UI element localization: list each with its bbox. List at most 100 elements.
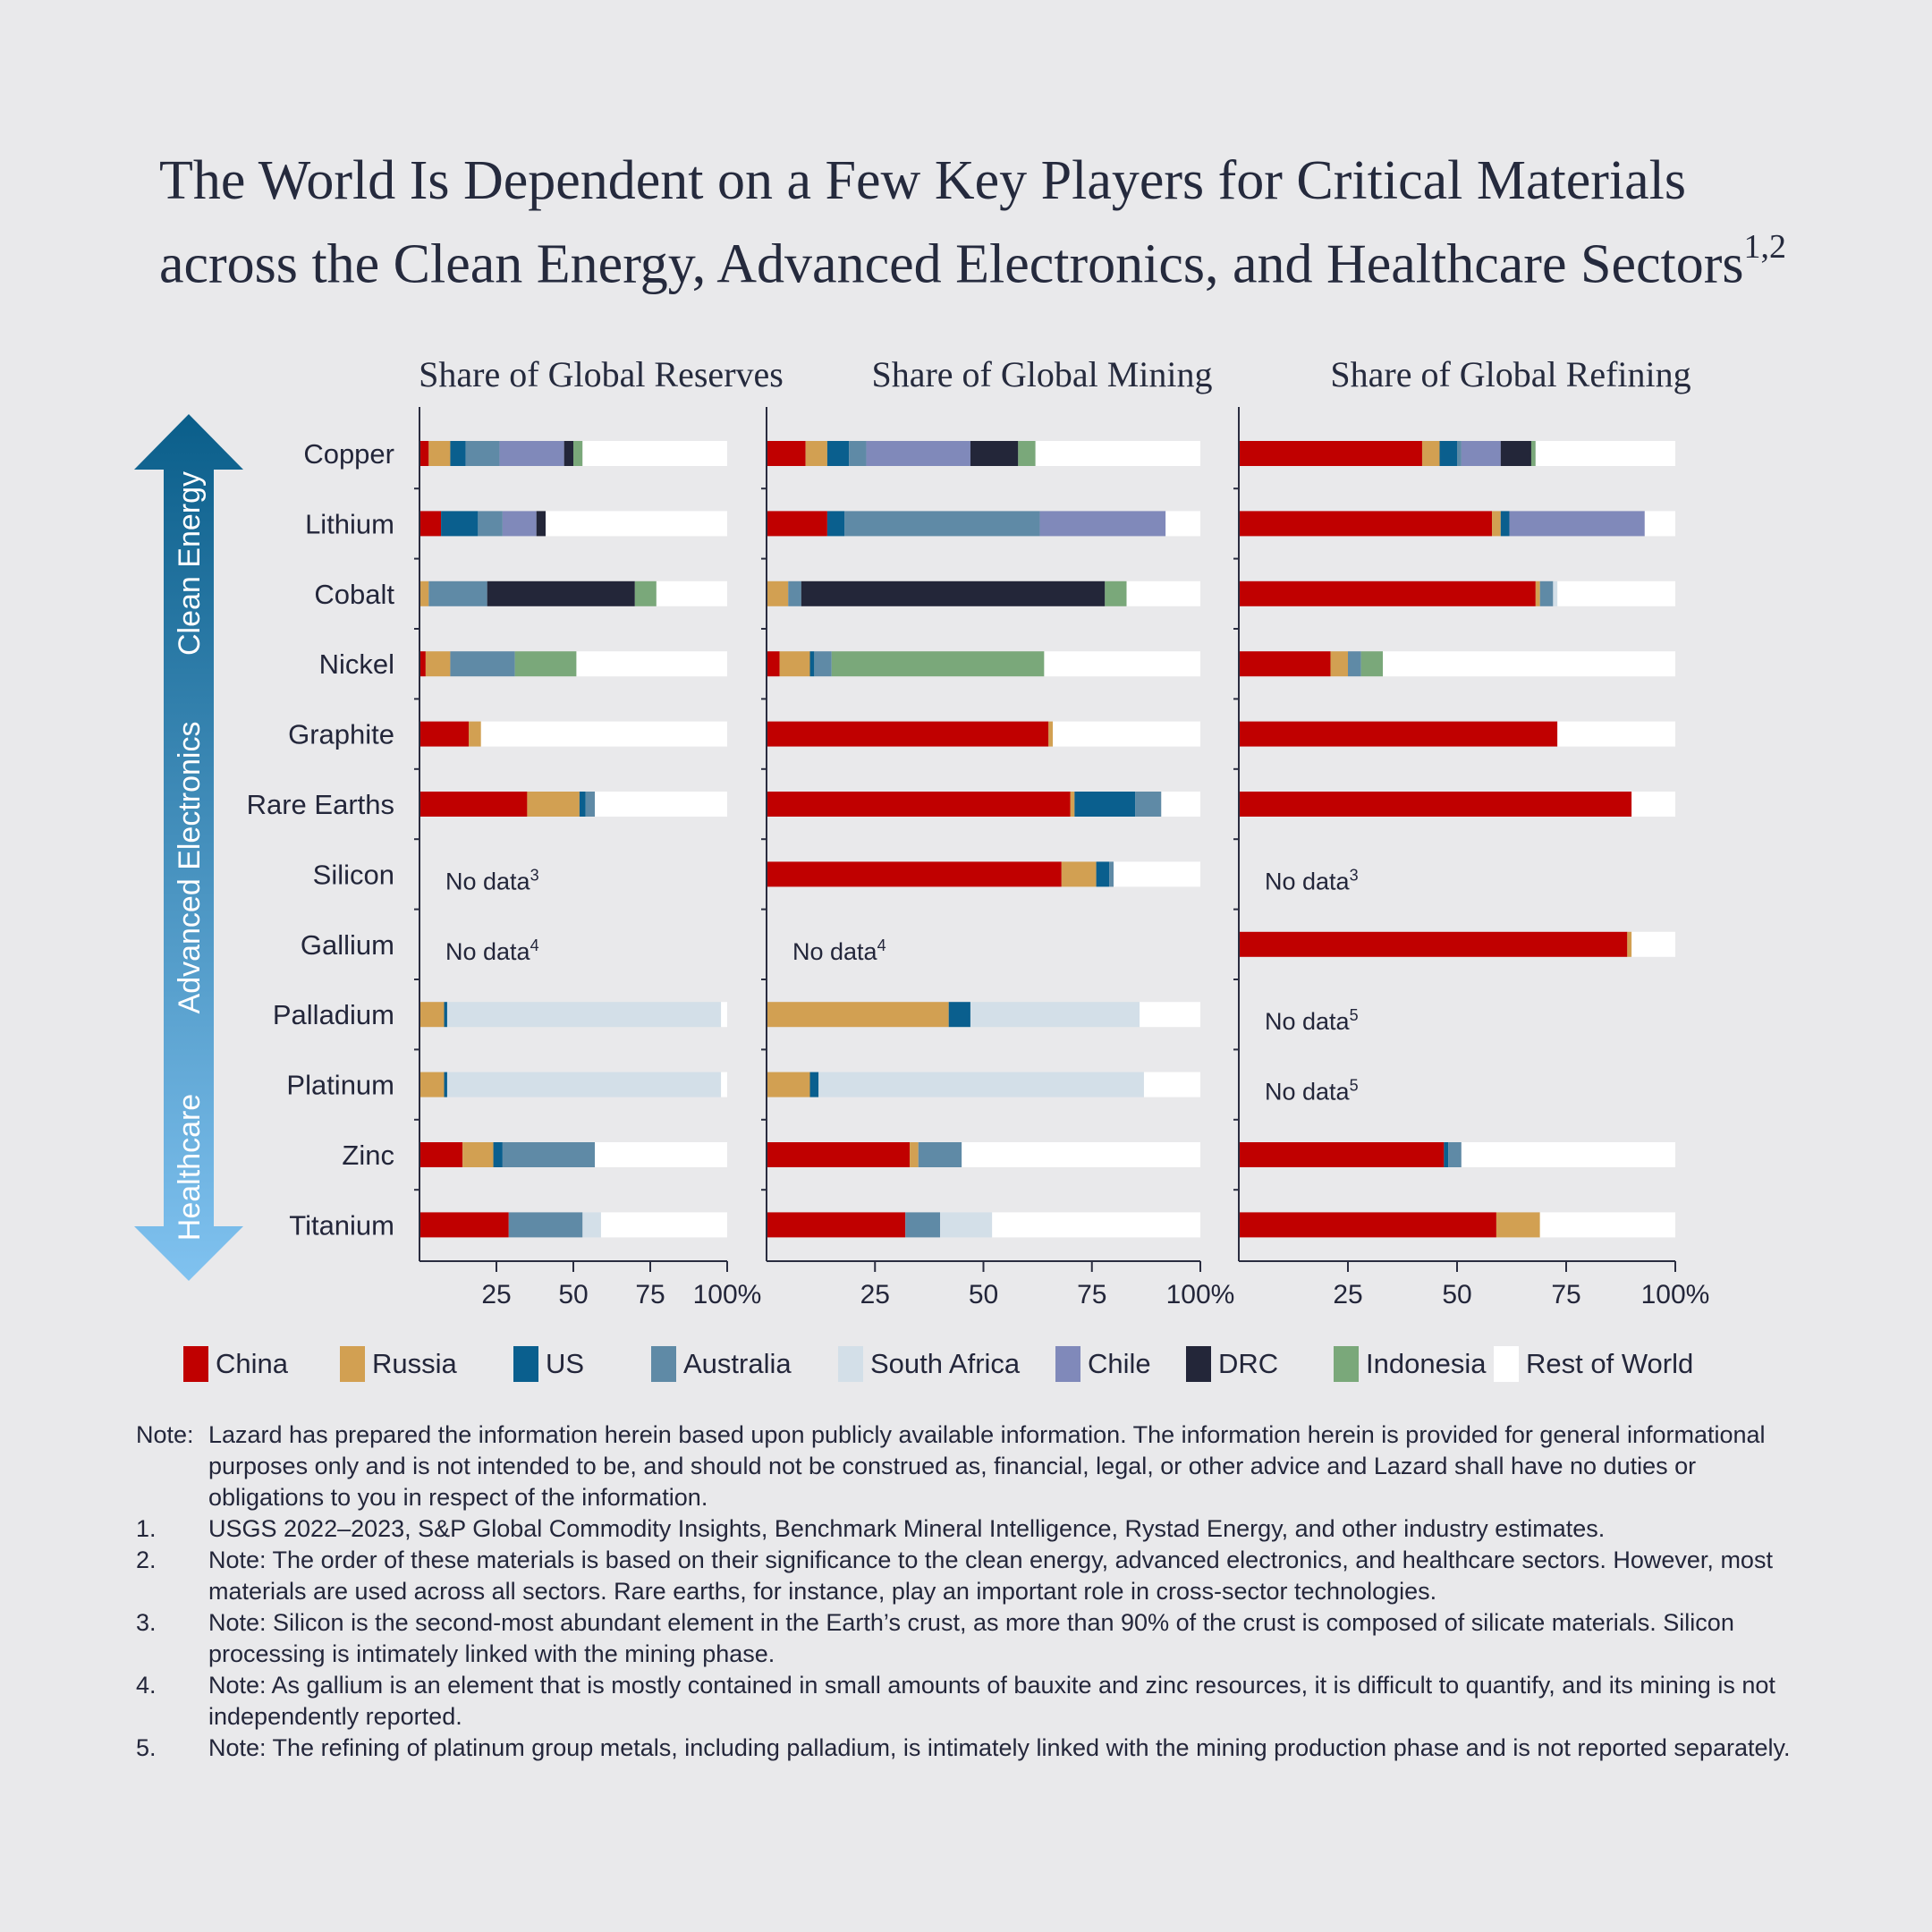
bar-row-lithium xyxy=(767,511,1200,537)
sector-label-healthcare: Healthcare xyxy=(173,1094,207,1241)
bar-segment-south-africa xyxy=(582,1212,601,1238)
bar-segment-china xyxy=(1239,511,1493,537)
no-data-label: No data4 xyxy=(792,936,886,965)
bar-segment-russia xyxy=(469,721,481,747)
bar-segment-australia xyxy=(1135,792,1162,817)
legend-swatch xyxy=(183,1346,208,1382)
legend-swatch xyxy=(513,1346,538,1382)
no-data-footnote: 4 xyxy=(530,936,539,954)
footnote-5: 5. Note: The refining of platinum group m… xyxy=(136,1733,1818,1764)
x-tick-label: 75 xyxy=(635,1280,665,1306)
legend-item-rest-of-world: Rest of World xyxy=(1494,1343,1693,1385)
category-label-graphite: Graphite xyxy=(288,719,394,750)
bar-row-silicon xyxy=(767,861,1200,887)
bar-row-titanium xyxy=(419,1212,727,1238)
bar-row-titanium xyxy=(767,1212,1200,1238)
disclaimer-note: Note: Lazard has prepared the information… xyxy=(136,1419,1818,1513)
x-tick-label: 25 xyxy=(481,1280,511,1306)
bar-row-copper xyxy=(1239,441,1675,466)
legend-label: South Africa xyxy=(870,1348,1021,1379)
bar-segment-australia xyxy=(918,1142,962,1167)
bar-row-palladium xyxy=(767,1002,1200,1028)
category-label-copper: Copper xyxy=(303,438,394,470)
legend-label: Russia xyxy=(372,1348,457,1379)
bar-segment-australia xyxy=(1539,580,1554,606)
bar-segment-rest-of-world xyxy=(582,441,727,466)
category-label-rare-earths: Rare Earths xyxy=(247,789,394,820)
bar-segment-australia xyxy=(849,441,867,466)
bar-segment-australia xyxy=(450,651,515,677)
bar-segment-russia xyxy=(767,1072,810,1097)
category-label-titanium: Titanium xyxy=(289,1209,394,1241)
legend-swatch xyxy=(651,1346,676,1382)
bar-segment-rest-of-world xyxy=(1631,931,1675,957)
bar-segment-us xyxy=(444,1072,447,1097)
bar-segment-china xyxy=(767,1212,906,1238)
x-tick-label: 100% xyxy=(1166,1280,1235,1306)
bar-segment-russia xyxy=(1048,721,1054,747)
bar-segment-china xyxy=(419,721,470,747)
bar-row-nickel xyxy=(767,651,1200,677)
bar-segment-rest-of-world xyxy=(992,1212,1200,1238)
bar-segment-china xyxy=(767,792,1071,817)
bar-segment-south-africa xyxy=(446,1072,722,1097)
no-data-text: No data xyxy=(445,938,531,965)
bar-segment-russia xyxy=(767,1002,949,1028)
bar-segment-indonesia xyxy=(634,580,657,606)
bar-segment-russia xyxy=(419,1002,445,1028)
bar-segment-us xyxy=(826,511,845,537)
bar-row-zinc xyxy=(767,1142,1200,1167)
bar-segment-rest-of-world xyxy=(656,580,727,606)
legend-item-russia: Russia xyxy=(340,1343,457,1385)
no-data-label: No data5 xyxy=(1265,1077,1359,1106)
bar-segment-us xyxy=(1439,441,1457,466)
bar-segment-australia xyxy=(478,511,503,537)
x-tick-label: 75 xyxy=(1077,1280,1106,1306)
footnote-4: 4. Note: As gallium is an element that is… xyxy=(136,1670,1818,1733)
stacked-bar-chart: Clean Energy Advanced Electronics Health… xyxy=(134,354,1709,1306)
bar-segment-south-africa xyxy=(940,1212,993,1238)
bar-segment-china xyxy=(767,651,780,677)
category-label-platinum: Platinum xyxy=(286,1070,394,1101)
category-label-lithium: Lithium xyxy=(305,508,394,539)
bar-segment-south-africa xyxy=(818,1072,1144,1097)
bar-segment-rest-of-world xyxy=(576,651,727,677)
bar-segment-australia xyxy=(465,441,500,466)
bar-segment-china xyxy=(1239,931,1628,957)
bar-segment-china xyxy=(1239,580,1536,606)
sector-label-advanced-electronics: Advanced Electronics xyxy=(173,722,207,1014)
bar-segment-rest-of-world xyxy=(595,1142,727,1167)
bar-segment-australia xyxy=(1348,651,1361,677)
bar-segment-us xyxy=(441,511,479,537)
bar-row-lithium xyxy=(419,511,727,537)
bar-segment-chile xyxy=(1461,441,1501,466)
bar-segment-australia xyxy=(585,792,596,817)
legend-label: China xyxy=(216,1348,288,1379)
bar-segment-china xyxy=(1239,792,1632,817)
sector-arrow-shape xyxy=(134,414,243,1281)
note-label: 5. xyxy=(136,1734,157,1761)
bar-segment-indonesia xyxy=(831,651,1045,677)
panel-title: Share of Global Reserves xyxy=(419,354,784,394)
bar-segment-australia xyxy=(814,651,832,677)
bar-segment-russia xyxy=(1330,651,1348,677)
bar-segment-china xyxy=(1239,651,1331,677)
bar-segment-chile xyxy=(502,511,537,537)
bar-segment-china xyxy=(1239,441,1422,466)
bar-segment-rest-of-world xyxy=(1161,792,1200,817)
sector-arrow: Clean Energy Advanced Electronics Health… xyxy=(134,414,243,1281)
x-tick-label: 50 xyxy=(969,1280,998,1306)
bar-segment-australia xyxy=(502,1142,596,1167)
bar-segment-south-africa xyxy=(1553,580,1558,606)
bar-segment-australia xyxy=(1109,861,1114,887)
title-line-2: across the Clean Energy, Advanced Electr… xyxy=(159,216,1903,301)
bar-segment-australia xyxy=(508,1212,583,1238)
no-data-text: No data xyxy=(445,868,531,894)
legend-item-australia: Australia xyxy=(651,1343,792,1385)
bar-segment-us xyxy=(444,1002,447,1028)
x-tick-label: 25 xyxy=(860,1280,890,1306)
bar-segment-rest-of-world xyxy=(1539,1212,1675,1238)
note-text: USGS 2022–2023, S&P Global Commodity Ins… xyxy=(208,1515,1606,1542)
x-tick-label: 75 xyxy=(1551,1280,1580,1306)
bar-segment-indonesia xyxy=(1530,441,1536,466)
